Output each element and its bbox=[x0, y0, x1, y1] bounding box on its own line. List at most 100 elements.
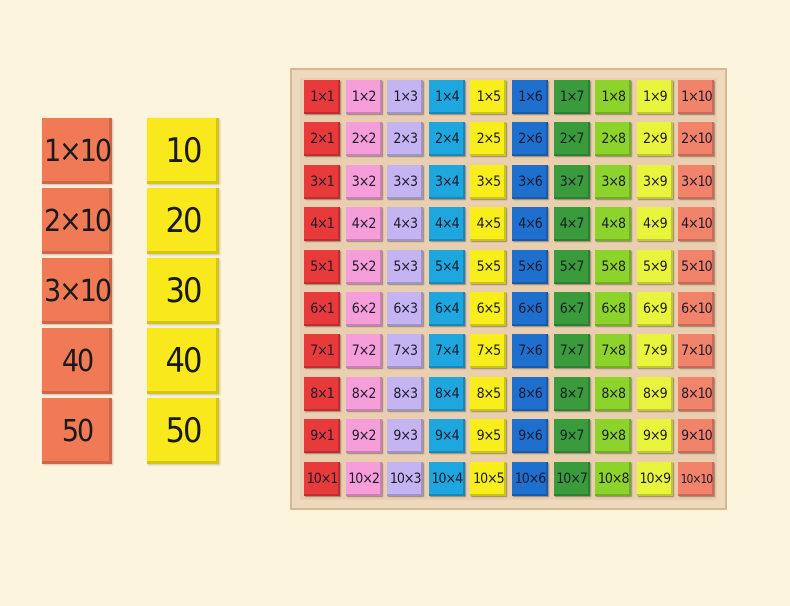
tile: 9×6 bbox=[512, 419, 548, 454]
tile: 5×7 bbox=[553, 249, 590, 284]
right-block-stack: 10 20 30 40 50 bbox=[147, 118, 219, 468]
tile: 5×6 bbox=[512, 249, 548, 284]
tile: 7×7 bbox=[553, 334, 590, 369]
tile: 7×9 bbox=[636, 334, 673, 369]
yellow-block: 20 bbox=[147, 188, 219, 254]
tile: 4×4 bbox=[428, 207, 465, 242]
tile: 9×9 bbox=[636, 419, 673, 454]
tile: 10×1 bbox=[304, 461, 340, 496]
tile: 2×3 bbox=[387, 122, 424, 157]
tile: 9×2 bbox=[345, 419, 382, 454]
tile: 9×4 bbox=[428, 419, 465, 454]
tile: 9×3 bbox=[387, 419, 424, 454]
yellow-block: 50 bbox=[147, 398, 219, 464]
tile: 7×4 bbox=[428, 334, 465, 369]
tile: 3×2 bbox=[345, 164, 382, 199]
tile: 2×7 bbox=[553, 122, 590, 157]
tile: 6×2 bbox=[345, 292, 382, 326]
yellow-block: 30 bbox=[147, 258, 219, 324]
tile: 4×10 bbox=[678, 207, 715, 242]
tile: 9×7 bbox=[553, 419, 590, 454]
tile: 10×6 bbox=[512, 461, 548, 496]
tile: 6×8 bbox=[595, 292, 632, 326]
tile: 7×1 bbox=[304, 334, 340, 369]
tile: 1×7 bbox=[553, 80, 590, 114]
tile: 2×4 bbox=[428, 122, 465, 157]
multiplication-board: 1×1 1×2 1×3 1×4 1×5 1×6 1×7 1×8 1×9 1×10 2×1 2×2 2×3… bbox=[290, 68, 727, 510]
tile: 6×6 bbox=[512, 292, 548, 326]
tile: 5×5 bbox=[470, 249, 507, 284]
tile: 1×2 bbox=[345, 80, 382, 114]
orange-block: 50 bbox=[42, 398, 112, 464]
tile: 8×4 bbox=[428, 376, 465, 411]
tile: 4×2 bbox=[345, 207, 382, 242]
tile: 8×2 bbox=[345, 376, 382, 411]
tile: 9×10 bbox=[678, 419, 715, 454]
tile: 5×10 bbox=[678, 249, 715, 284]
tile: 10×7 bbox=[553, 461, 590, 496]
tile: 5×3 bbox=[387, 249, 424, 284]
tile: 8×6 bbox=[512, 376, 548, 411]
orange-block: 40 bbox=[42, 328, 112, 394]
tile: 6×4 bbox=[428, 292, 465, 326]
tile: 7×5 bbox=[470, 334, 507, 369]
tile: 9×1 bbox=[304, 419, 340, 454]
tile: 10×10 bbox=[678, 461, 715, 496]
tile: 3×4 bbox=[428, 164, 465, 199]
tile: 3×9 bbox=[636, 164, 673, 199]
tile: 8×5 bbox=[470, 376, 507, 411]
tile: 2×8 bbox=[595, 122, 632, 157]
tile: 9×5 bbox=[470, 419, 507, 454]
tile: 3×3 bbox=[387, 164, 424, 199]
tile: 1×6 bbox=[512, 80, 548, 114]
tile: 7×10 bbox=[678, 334, 715, 369]
tile: 8×7 bbox=[553, 376, 590, 411]
tile: 7×6 bbox=[512, 334, 548, 369]
tile: 3×6 bbox=[512, 164, 548, 199]
yellow-block: 40 bbox=[147, 328, 219, 394]
tile: 4×9 bbox=[636, 207, 673, 242]
tile: 1×1 bbox=[304, 80, 340, 114]
tile: 8×3 bbox=[387, 376, 424, 411]
tile: 2×9 bbox=[636, 122, 673, 157]
left-block-stack: 1×10 2×10 3×10 40 50 bbox=[42, 118, 112, 468]
tile: 4×8 bbox=[595, 207, 632, 242]
tile: 10×8 bbox=[595, 461, 632, 496]
tile: 3×1 bbox=[304, 164, 340, 199]
tile: 10×4 bbox=[428, 461, 465, 496]
tile: 4×3 bbox=[387, 207, 424, 242]
tile: 6×9 bbox=[636, 292, 673, 326]
tile: 1×10 bbox=[678, 80, 715, 114]
tile: 1×4 bbox=[428, 80, 465, 114]
tile: 1×3 bbox=[387, 80, 424, 114]
orange-block: 3×10 bbox=[42, 258, 112, 324]
tile: 4×1 bbox=[304, 207, 340, 242]
tile: 7×3 bbox=[387, 334, 424, 369]
tile: 3×10 bbox=[678, 164, 715, 199]
tile: 2×5 bbox=[470, 122, 507, 157]
tile: 6×5 bbox=[470, 292, 507, 326]
tile: 5×1 bbox=[304, 249, 340, 284]
tile: 9×8 bbox=[595, 419, 632, 454]
tile: 8×10 bbox=[678, 376, 715, 411]
tile: 3×8 bbox=[595, 164, 632, 199]
tile: 6×3 bbox=[387, 292, 424, 326]
tile: 5×9 bbox=[636, 249, 673, 284]
tile: 8×9 bbox=[636, 376, 673, 411]
tile: 2×2 bbox=[345, 122, 382, 157]
tile: 5×2 bbox=[345, 249, 382, 284]
tile: 1×9 bbox=[636, 80, 673, 114]
tile: 3×7 bbox=[553, 164, 590, 199]
tile: 8×8 bbox=[595, 376, 632, 411]
yellow-block: 10 bbox=[147, 118, 219, 184]
tile: 7×8 bbox=[595, 334, 632, 369]
tile: 3×5 bbox=[470, 164, 507, 199]
tile: 7×2 bbox=[345, 334, 382, 369]
tile: 4×6 bbox=[512, 207, 548, 242]
tile: 10×2 bbox=[345, 461, 382, 496]
tile: 10×9 bbox=[636, 461, 673, 496]
tile: 2×1 bbox=[304, 122, 340, 157]
tile: 6×10 bbox=[678, 292, 715, 326]
tile: 4×7 bbox=[553, 207, 590, 242]
tile: 2×10 bbox=[678, 122, 715, 157]
